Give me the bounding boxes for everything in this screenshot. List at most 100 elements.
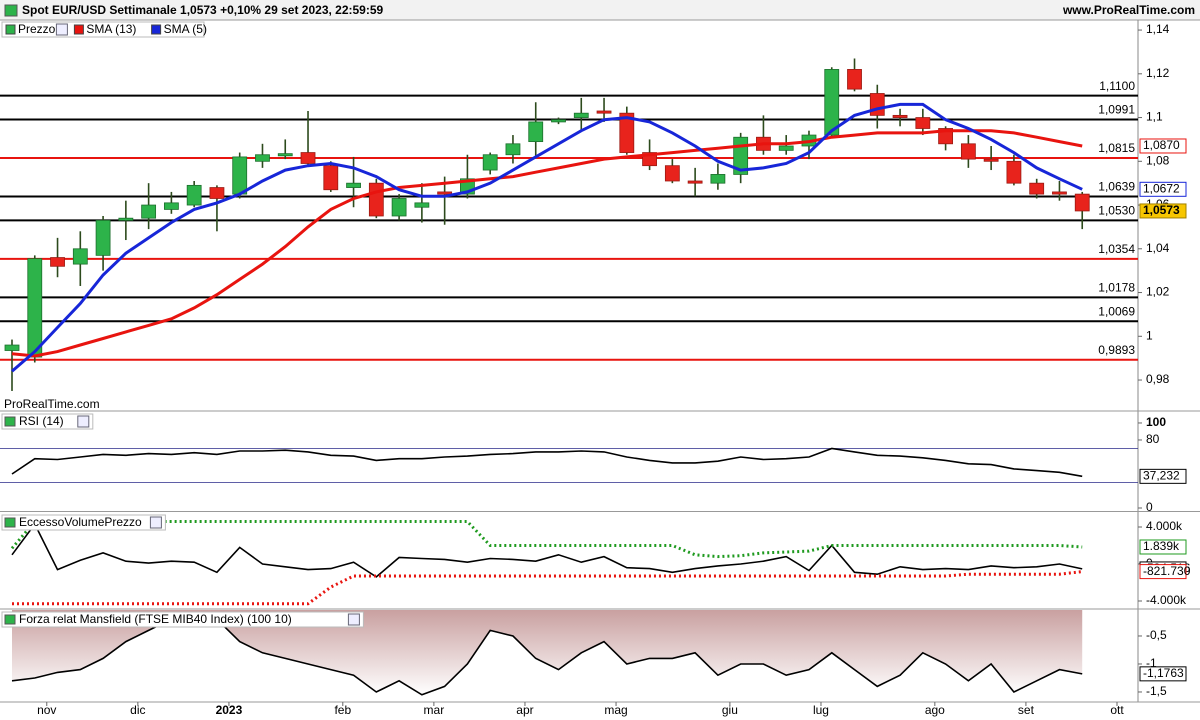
candle-body <box>4 344 20 351</box>
candle-body <box>710 174 726 184</box>
value-tag: 37,232 <box>1143 469 1180 483</box>
candle-body <box>72 248 88 265</box>
candle-body <box>141 204 157 219</box>
value-tag-box <box>1139 181 1187 197</box>
area-fill <box>12 610 1083 695</box>
chart-title: Spot EUR/USD Settimanale 1,0573 +0,10% 2… <box>22 3 384 17</box>
candle-body <box>1074 193 1090 212</box>
y-tick-label: 1,08 <box>1146 153 1170 167</box>
y-tick-label: 1,04 <box>1146 241 1170 255</box>
y-tick-label: 100 <box>1146 415 1166 429</box>
candle-body <box>255 154 270 162</box>
sma-line <box>11 129 1083 358</box>
value-tag: -1,1763 <box>1143 666 1184 680</box>
y-tick-label: 0,98 <box>1146 372 1170 386</box>
legend-swatch <box>5 24 16 35</box>
indicator-line <box>10 520 1083 559</box>
candle-body <box>118 217 134 221</box>
candle-body <box>1006 160 1022 184</box>
level-label: 1,0354 <box>1098 242 1135 256</box>
level-label: 1,0639 <box>1098 180 1135 194</box>
candle-body <box>551 119 566 123</box>
panel <box>0 58 1138 391</box>
candle-body <box>209 187 225 199</box>
settings-icon[interactable] <box>347 613 360 626</box>
value-tag: 1,0672 <box>1143 181 1180 195</box>
legend-swatch <box>151 24 162 35</box>
value-tag: 1,0870 <box>1143 138 1180 152</box>
value-tag-box <box>1139 564 1187 580</box>
x-tick-label: ott <box>1110 703 1124 717</box>
x-tick-label: nov <box>37 703 56 717</box>
value-tag: -821.730 <box>1143 564 1191 578</box>
candle-body <box>50 257 65 267</box>
legend-swatch <box>73 24 84 35</box>
candle-body <box>869 93 885 116</box>
candle-body <box>664 165 680 182</box>
level-label: 1,1100 <box>1099 79 1135 93</box>
value-tag-box <box>1139 138 1187 154</box>
candle-body <box>892 114 908 118</box>
candle-body <box>414 202 430 208</box>
panel <box>10 520 1083 606</box>
candle-body <box>300 152 316 164</box>
candle-body <box>505 143 521 156</box>
value-tag: 1.839k <box>1143 539 1180 553</box>
candle-body <box>596 110 612 114</box>
indicator-line <box>12 570 1083 606</box>
x-tick-label: giu <box>722 703 738 717</box>
y-tick-label: 80 <box>1146 432 1160 446</box>
y-tick-label: -0,5 <box>1146 628 1167 642</box>
panel-title-box <box>1 611 364 628</box>
candle-body <box>95 219 111 256</box>
candle-body <box>163 202 179 210</box>
candle-body <box>687 180 703 184</box>
panel-icon <box>4 416 16 427</box>
settings-icon[interactable] <box>55 23 68 36</box>
candle-body <box>983 158 999 162</box>
x-tick-label: mag <box>604 703 627 717</box>
x-tick-label: set <box>1018 703 1035 717</box>
candle-body <box>1052 191 1067 195</box>
y-tick-label: -1 <box>1146 656 1157 670</box>
candle-body <box>186 184 202 206</box>
candle-body <box>323 165 339 191</box>
settings-icon[interactable] <box>77 415 90 428</box>
level-label: 1,0530 <box>1098 204 1135 218</box>
level-label: 1,0178 <box>1098 281 1135 295</box>
panel-icon <box>4 517 16 528</box>
y-tick-label: 4.000k <box>1146 519 1183 533</box>
y-tick-label: 1,02 <box>1146 285 1170 299</box>
level-label: 0,9893 <box>1098 343 1135 357</box>
panel-title-box <box>1 514 166 531</box>
y-tick-label: 1,14 <box>1146 22 1170 36</box>
candle-body <box>482 154 498 171</box>
panel-title-box <box>1 413 94 430</box>
y-tick-label: -1,5 <box>1146 684 1167 698</box>
candle-body <box>232 156 248 195</box>
panel-icon <box>4 614 16 625</box>
panel <box>0 447 1138 483</box>
candle-body <box>778 145 794 151</box>
header-bar <box>0 0 1200 20</box>
y-tick-label: 0 <box>1146 500 1153 514</box>
x-tick-label: lug <box>813 703 829 717</box>
panel-title: RSI (14) <box>19 414 64 428</box>
legend-label: SMA (5) <box>164 22 207 36</box>
value-tag-box <box>1139 539 1187 555</box>
legend-label: Prezzo <box>18 22 56 36</box>
y-tick-label: 1,1 <box>1146 110 1163 124</box>
value-tag-box <box>1139 468 1187 484</box>
x-tick-label: feb <box>334 703 351 717</box>
candle-body <box>277 153 293 157</box>
panel-title: Forza relat Mansfield (FTSE MIB40 Index)… <box>19 612 292 626</box>
settings-icon[interactable] <box>149 516 162 529</box>
candle-body <box>573 112 589 118</box>
sma-line <box>11 102 1083 373</box>
indicator-line <box>11 447 1083 478</box>
y-tick-label: 1 <box>1146 328 1153 342</box>
x-tick-label: apr <box>516 703 533 717</box>
source: www.ProRealTime.com <box>1062 3 1195 17</box>
legend-label: SMA (13) <box>86 22 136 36</box>
x-tick-label: ago <box>925 703 945 717</box>
